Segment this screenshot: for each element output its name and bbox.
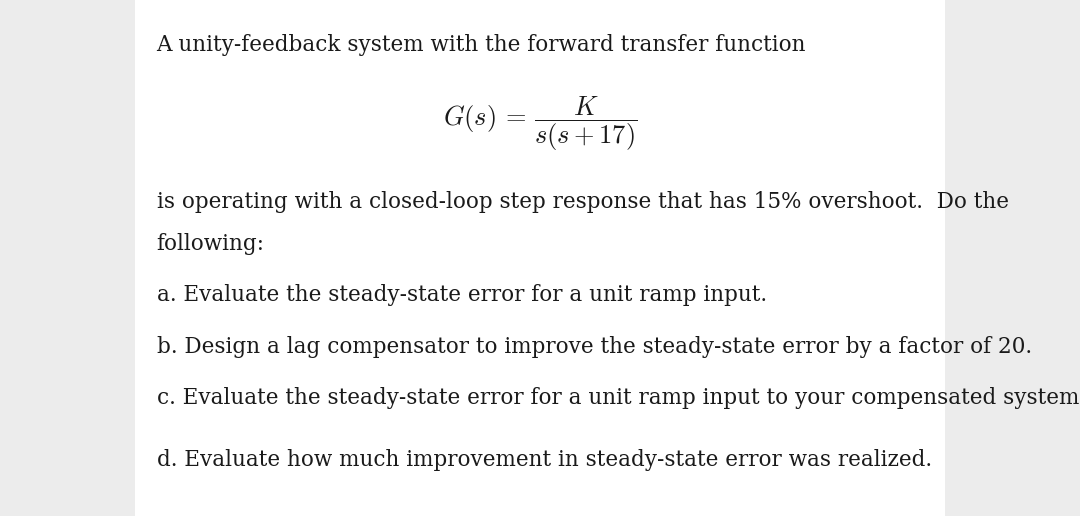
Text: is operating with a closed-loop step response that has 15% overshoot.  Do the: is operating with a closed-loop step res… <box>157 191 1009 213</box>
Text: c. Evaluate the steady-state error for a unit ramp input to your compensated sys: c. Evaluate the steady-state error for a… <box>157 388 1080 409</box>
FancyBboxPatch shape <box>135 0 945 516</box>
Text: A unity-feedback system with the forward transfer function: A unity-feedback system with the forward… <box>157 35 806 56</box>
Text: b. Design a lag compensator to improve the steady-state error by a factor of 20.: b. Design a lag compensator to improve t… <box>157 336 1031 358</box>
Text: d. Evaluate how much improvement in steady-state error was realized.: d. Evaluate how much improvement in stea… <box>157 449 932 471</box>
Text: $G(s)\, =\, \dfrac{K}{s(s + 17)}$: $G(s)\, =\, \dfrac{K}{s(s + 17)}$ <box>443 95 637 153</box>
Text: following:: following: <box>157 233 265 254</box>
Text: a. Evaluate the steady-state error for a unit ramp input.: a. Evaluate the steady-state error for a… <box>157 284 767 306</box>
